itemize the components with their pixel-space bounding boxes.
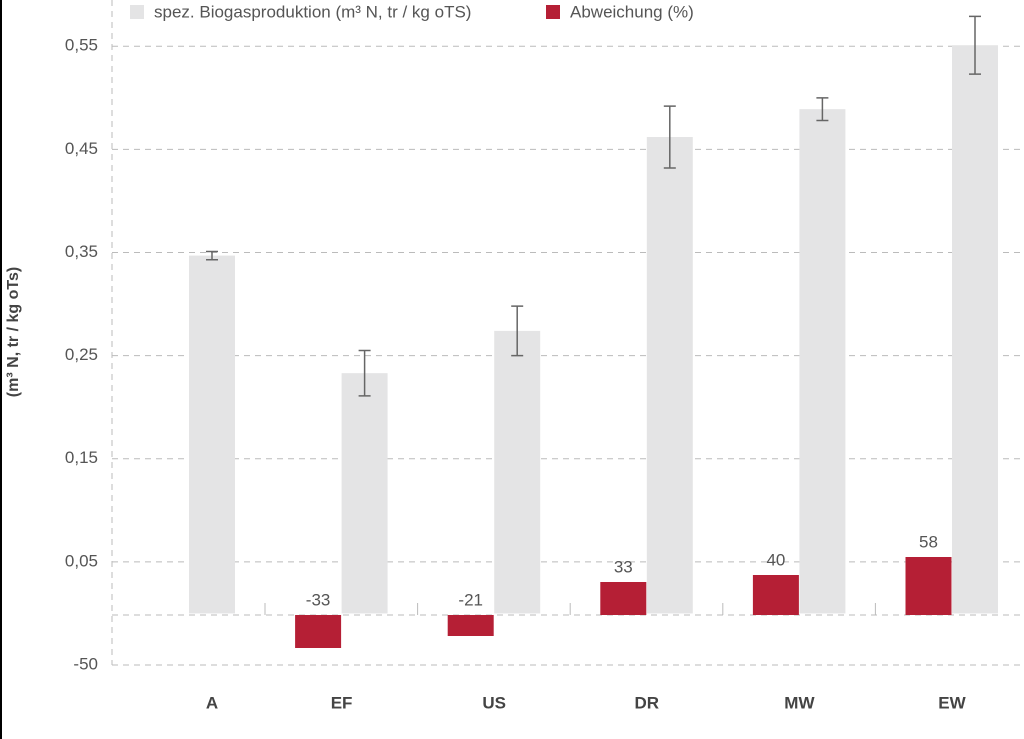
error-bar <box>206 250 218 261</box>
data-label: -21 <box>458 590 483 609</box>
y-tick-label: 0,55 <box>65 36 98 55</box>
bar <box>905 557 952 615</box>
data-label: -33 <box>306 590 331 609</box>
error-bar <box>663 105 676 169</box>
data-label: 40 <box>766 550 785 569</box>
error-bar <box>511 305 524 357</box>
legend-swatch <box>546 5 560 19</box>
data-label: 58 <box>919 532 938 551</box>
x-tick-label: US <box>482 693 506 712</box>
bar <box>752 575 799 615</box>
legend-label: Abweichung (%) <box>570 2 694 21</box>
data-label: 33 <box>614 557 633 576</box>
error-bar <box>969 15 981 75</box>
y-tick-label: 0,45 <box>65 139 98 158</box>
bar <box>799 109 846 614</box>
y-tick-label: 0,15 <box>65 448 98 467</box>
bar <box>447 615 494 636</box>
x-tick-label: A <box>206 693 218 712</box>
bar <box>341 373 388 614</box>
x-tick-label: EW <box>938 693 966 712</box>
legend-label: spez. Biogasproduktion (m³ N, tr / kg oT… <box>154 2 471 21</box>
x-tick-label: EF <box>331 693 353 712</box>
bar <box>295 615 342 648</box>
y-tick-label: 0,35 <box>65 242 98 261</box>
y2-tick-label: -50 <box>73 654 98 673</box>
bar <box>600 582 647 615</box>
bar <box>646 137 693 614</box>
y-tick-label: 0,05 <box>65 551 98 570</box>
y-tick-label: 0,25 <box>65 345 98 364</box>
y-axis-label: (m³ N, tr / kg oTs) <box>5 267 22 397</box>
bar <box>952 45 998 614</box>
bar <box>494 330 541 614</box>
bar <box>189 255 235 614</box>
x-tick-label: MW <box>784 693 815 712</box>
left-border <box>0 0 2 739</box>
x-tick-label: DR <box>635 693 660 712</box>
error-bar <box>358 349 371 397</box>
legend-swatch <box>130 5 144 19</box>
error-bar <box>816 97 829 122</box>
